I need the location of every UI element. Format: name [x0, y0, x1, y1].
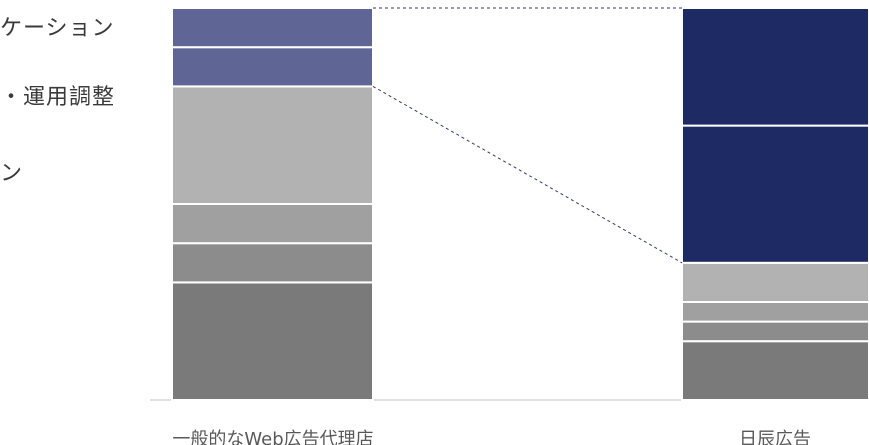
- x-tick-label-0: 一般的なWeb広告代理店: [172, 429, 374, 445]
- x-tick-label-1: 日辰広告: [739, 429, 811, 445]
- bar-segment-1-1: [681, 320, 869, 343]
- bar-segment-1-4: [681, 124, 869, 264]
- bar-segment-1-3: [681, 261, 869, 303]
- bar-segment-0-0: [171, 281, 374, 401]
- bar-segment-0-1: [171, 242, 374, 284]
- bar-segment-0-2: [171, 203, 374, 245]
- bar-segment-1-0: [681, 340, 869, 402]
- side-label-3: ン: [0, 161, 24, 186]
- bar-segment-0-3: [171, 85, 374, 205]
- side-label-1: ケーション: [0, 16, 115, 41]
- side-label-2: ・運用調整: [0, 85, 116, 110]
- bar-segment-1-5: [681, 7, 869, 127]
- bar-segment-0-4: [171, 46, 374, 88]
- bar-segment-0-5: [171, 7, 374, 49]
- bar-segment-1-2: [681, 301, 869, 323]
- connector-line-bottom: [372, 85, 683, 264]
